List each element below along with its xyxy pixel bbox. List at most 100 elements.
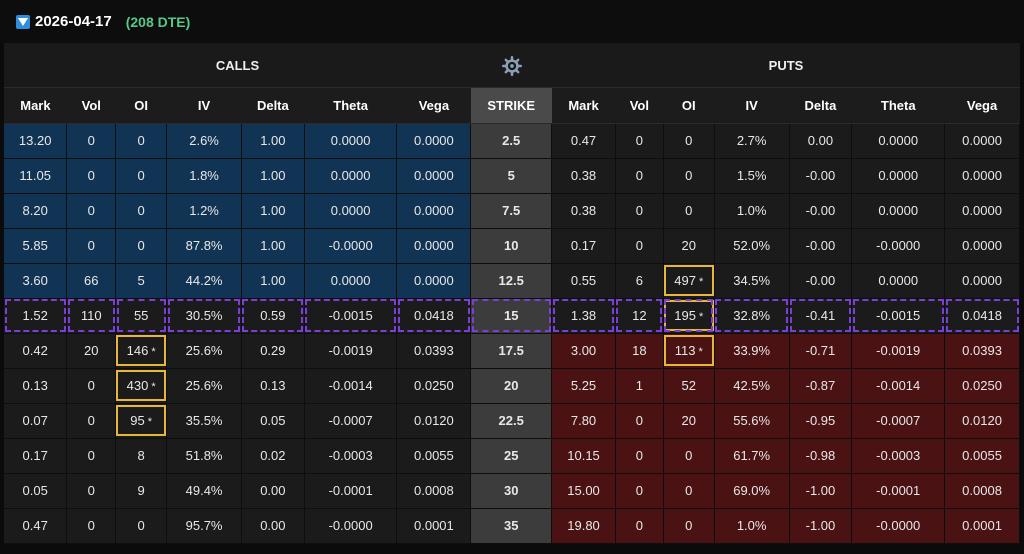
puts-iv-cell[interactable]: 1.0%: [714, 508, 790, 544]
puts-oi-cell[interactable]: 0: [663, 158, 715, 194]
puts-vega-cell[interactable]: 0.0000: [944, 123, 1020, 159]
puts-vol-cell[interactable]: 0: [615, 228, 664, 264]
puts-col-header-vega[interactable]: Vega: [944, 88, 1020, 124]
puts-vol-cell[interactable]: 0: [615, 403, 664, 439]
calls-iv-cell[interactable]: 2.6%: [166, 123, 242, 159]
strike-cell[interactable]: 12.5: [470, 263, 553, 299]
puts-vega-cell[interactable]: 0.0000: [944, 228, 1020, 264]
calls-delta-cell[interactable]: 0.00: [241, 473, 305, 509]
puts-theta-cell[interactable]: -0.0000: [851, 508, 946, 544]
puts-iv-cell[interactable]: 52.0%: [714, 228, 790, 264]
strike-cell[interactable]: 17.5: [470, 333, 553, 369]
puts-delta-cell[interactable]: -0.87: [789, 368, 853, 404]
puts-iv-cell[interactable]: 69.0%: [714, 473, 790, 509]
puts-vega-cell[interactable]: 0.0008: [944, 473, 1020, 509]
puts-vol-cell[interactable]: 6: [615, 263, 664, 299]
calls-delta-cell[interactable]: 1.00: [241, 123, 305, 159]
puts-oi-cell[interactable]: 0: [663, 508, 715, 544]
calls-vega-cell[interactable]: 0.0000: [396, 263, 472, 299]
calls-vega-cell[interactable]: 0.0000: [396, 228, 472, 264]
calls-mark-cell[interactable]: 0.13: [4, 368, 68, 404]
calls-mark-cell[interactable]: 13.20: [4, 123, 68, 159]
puts-delta-cell[interactable]: -0.41: [789, 298, 853, 334]
option-row[interactable]: 0.17 0 8 51.8% 0.02 -0.0003 0.0055 25 10.15 0 0 61.…: [4, 438, 1020, 474]
puts-col-header-mark[interactable]: Mark: [551, 88, 616, 124]
calls-vega-cell[interactable]: 0.0055: [396, 438, 472, 474]
calls-oi-cell[interactable]: 55: [115, 298, 168, 334]
calls-theta-cell[interactable]: -0.0000: [304, 228, 398, 264]
calls-col-header-vol[interactable]: Vol: [66, 88, 116, 124]
option-row[interactable]: 13.20 0 0 2.6% 1.00 0.0000 0.0000 2.5 0.47 0 0 2.7%…: [4, 123, 1020, 159]
calls-oi-cell[interactable]: 0: [115, 123, 168, 159]
gear-icon[interactable]: [502, 56, 522, 76]
puts-delta-cell[interactable]: -0.00: [789, 193, 853, 229]
option-row[interactable]: 0.05 0 9 49.4% 0.00 -0.0001 0.0008 30 15.00 0 0 69.…: [4, 473, 1020, 509]
calls-col-header-mark[interactable]: Mark: [4, 88, 67, 124]
puts-oi-cell[interactable]: 0: [663, 473, 715, 509]
calls-theta-cell[interactable]: -0.0015: [304, 298, 398, 334]
calls-col-header-theta[interactable]: Theta: [304, 88, 397, 124]
puts-mark-cell[interactable]: 0.38: [551, 158, 616, 194]
calls-oi-cell[interactable]: 8: [115, 438, 168, 474]
option-row[interactable]: 0.13 0 430 * 25.6% 0.13 -0.0014 0.0250 20 5.25 1 52…: [4, 368, 1020, 404]
calls-mark-cell[interactable]: 5.85: [4, 228, 68, 264]
puts-theta-cell[interactable]: -0.0003: [851, 438, 946, 474]
calls-vol-cell[interactable]: 20: [66, 333, 117, 369]
puts-vol-cell[interactable]: 0: [615, 158, 664, 194]
collapse-toggle-button[interactable]: [16, 14, 30, 29]
puts-theta-cell[interactable]: 0.0000: [851, 123, 946, 159]
calls-theta-cell[interactable]: -0.0007: [304, 403, 398, 439]
option-row[interactable]: 5.85 0 0 87.8% 1.00 -0.0000 0.0000 10 0.17 0 20 52.…: [4, 228, 1020, 264]
calls-theta-cell[interactable]: -0.0014: [304, 368, 398, 404]
puts-oi-cell[interactable]: 20: [663, 228, 715, 264]
calls-theta-cell[interactable]: 0.0000: [304, 193, 398, 229]
puts-vol-cell[interactable]: 0: [615, 123, 664, 159]
calls-delta-cell[interactable]: 0.13: [241, 368, 305, 404]
puts-iv-cell[interactable]: 33.9%: [714, 333, 790, 369]
calls-theta-cell[interactable]: 0.0000: [304, 263, 398, 299]
puts-mark-cell[interactable]: 10.15: [551, 438, 616, 474]
calls-iv-cell[interactable]: 1.8%: [166, 158, 242, 194]
puts-theta-cell[interactable]: -0.0001: [851, 473, 946, 509]
puts-mark-cell[interactable]: 0.47: [551, 123, 616, 159]
calls-iv-cell[interactable]: 87.8%: [166, 228, 242, 264]
calls-mark-cell[interactable]: 11.05: [4, 158, 68, 194]
puts-mark-cell[interactable]: 0.17: [551, 228, 616, 264]
option-row[interactable]: 0.47 0 0 95.7% 0.00 -0.0000 0.0001 35 19.80 0 0 1.0…: [4, 508, 1020, 544]
puts-mark-cell[interactable]: 5.25: [551, 368, 616, 404]
calls-vega-cell[interactable]: 0.0008: [396, 473, 472, 509]
calls-vega-cell[interactable]: 0.0393: [396, 333, 472, 369]
puts-mark-cell[interactable]: 0.55: [551, 263, 616, 299]
calls-vol-cell[interactable]: 66: [66, 263, 117, 299]
calls-oi-cell[interactable]: 0: [115, 228, 168, 264]
option-row[interactable]: 3.60 66 5 44.2% 1.00 0.0000 0.0000 12.5 0.55 6 497…: [4, 263, 1020, 299]
calls-vega-cell[interactable]: 0.0001: [396, 508, 472, 544]
calls-col-header-iv[interactable]: IV: [166, 88, 242, 124]
puts-delta-cell[interactable]: -0.00: [789, 158, 853, 194]
puts-theta-cell[interactable]: 0.0000: [851, 263, 946, 299]
calls-mark-cell[interactable]: 8.20: [4, 193, 68, 229]
option-row[interactable]: 0.07 0 95 * 35.5% 0.05 -0.0007 0.0120 22.5 7.80 0 2…: [4, 403, 1020, 439]
puts-oi-cell[interactable]: 52: [663, 368, 715, 404]
puts-iv-cell[interactable]: 1.5%: [714, 158, 790, 194]
calls-mark-cell[interactable]: 3.60: [4, 263, 68, 299]
puts-oi-cell[interactable]: 0: [663, 193, 715, 229]
calls-oi-cell[interactable]: 5: [115, 263, 168, 299]
option-row[interactable]: 0.42 20 146 * 25.6% 0.29 -0.0019 0.0393 17.5 3.00…: [4, 333, 1020, 369]
calls-col-header-vega[interactable]: Vega: [396, 88, 471, 124]
calls-iv-cell[interactable]: 35.5%: [166, 403, 242, 439]
calls-mark-cell[interactable]: 0.05: [4, 473, 68, 509]
calls-iv-cell[interactable]: 51.8%: [166, 438, 242, 474]
calls-iv-cell[interactable]: 49.4%: [166, 473, 242, 509]
calls-delta-cell[interactable]: 1.00: [241, 263, 305, 299]
calls-theta-cell[interactable]: -0.0019: [304, 333, 398, 369]
strike-cell[interactable]: 20: [470, 368, 553, 404]
puts-oi-cell[interactable]: 0: [663, 438, 715, 474]
calls-iv-cell[interactable]: 1.2%: [166, 193, 242, 229]
option-row[interactable]: 8.20 0 0 1.2% 1.00 0.0000 0.0000 7.5 0.38 0 0 1.0% -…: [4, 193, 1020, 229]
puts-iv-cell[interactable]: 61.7%: [714, 438, 790, 474]
puts-vega-cell[interactable]: 0.0000: [944, 263, 1020, 299]
puts-theta-cell[interactable]: -0.0019: [851, 333, 946, 369]
calls-delta-cell[interactable]: 1.00: [241, 228, 305, 264]
strike-col-header[interactable]: STRIKE: [470, 88, 552, 124]
